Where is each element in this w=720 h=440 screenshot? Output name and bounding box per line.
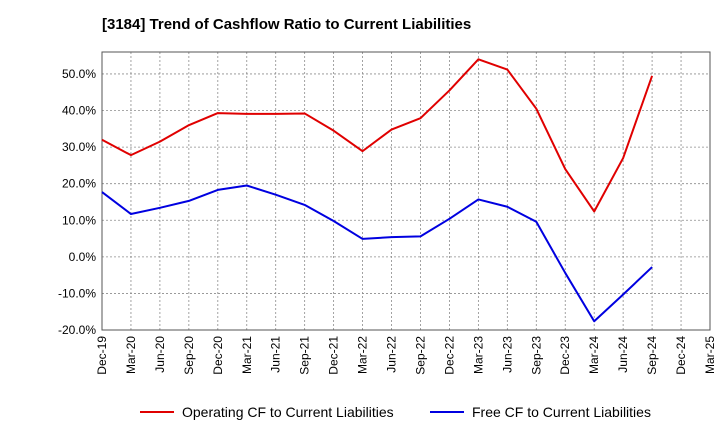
x-tick-label: Dec-19 (95, 336, 109, 375)
plot-border (101, 51, 711, 331)
x-tick-label: Mar-23 (471, 336, 485, 374)
y-tick-label: 50.0% (62, 67, 96, 81)
x-tick-label: Mar-20 (124, 336, 138, 374)
legend-swatch (430, 411, 464, 413)
x-tick-label: Jun-20 (153, 336, 167, 373)
x-tick-label: Dec-23 (558, 336, 572, 375)
x-tick-label: Sep-22 (413, 336, 427, 375)
x-tick-label: Mar-25 (703, 336, 717, 374)
y-tick-label: -10.0% (58, 286, 96, 300)
legend-label: Operating CF to Current Liabilities (182, 404, 394, 420)
x-tick-label: Jun-24 (616, 336, 630, 373)
y-tick-label: 10.0% (62, 213, 96, 227)
legend-item: Operating CF to Current Liabilities (140, 404, 394, 420)
y-tick-label: 40.0% (62, 104, 96, 118)
y-tick-label: 0.0% (69, 250, 97, 264)
y-tick-label: 20.0% (62, 177, 96, 191)
x-tick-label: Sep-20 (182, 336, 196, 375)
x-tick-label: Mar-24 (587, 336, 601, 374)
x-tick-label: Jun-21 (269, 336, 283, 373)
legend: Operating CF to Current Liabilities Free … (0, 404, 720, 426)
x-tick-label: Jun-22 (385, 336, 399, 373)
y-tick-label: 30.0% (62, 140, 96, 154)
legend-swatch (140, 411, 174, 413)
x-tick-label: Dec-22 (442, 336, 456, 375)
x-tick-label: Sep-23 (529, 336, 543, 375)
x-tick-label: Sep-24 (645, 336, 659, 375)
x-tick-label: Dec-24 (674, 336, 688, 375)
y-tick-label: -20.0% (58, 323, 96, 337)
chart-title: [3184] Trend of Cashflow Ratio to Curren… (102, 16, 472, 33)
x-tick-label: Sep-21 (298, 336, 312, 375)
x-tick-label: Dec-21 (327, 336, 341, 375)
x-tick-label: Dec-20 (211, 336, 225, 375)
x-tick-label: Mar-21 (240, 336, 254, 374)
x-tick-label: Jun-23 (500, 336, 514, 373)
x-tick-label: Mar-22 (356, 336, 370, 374)
series-line-operating-cf (101, 58, 654, 213)
legend-item: Free CF to Current Liabilities (430, 404, 651, 420)
legend-label: Free CF to Current Liabilities (472, 404, 651, 420)
series-line-free-cf (101, 184, 653, 323)
